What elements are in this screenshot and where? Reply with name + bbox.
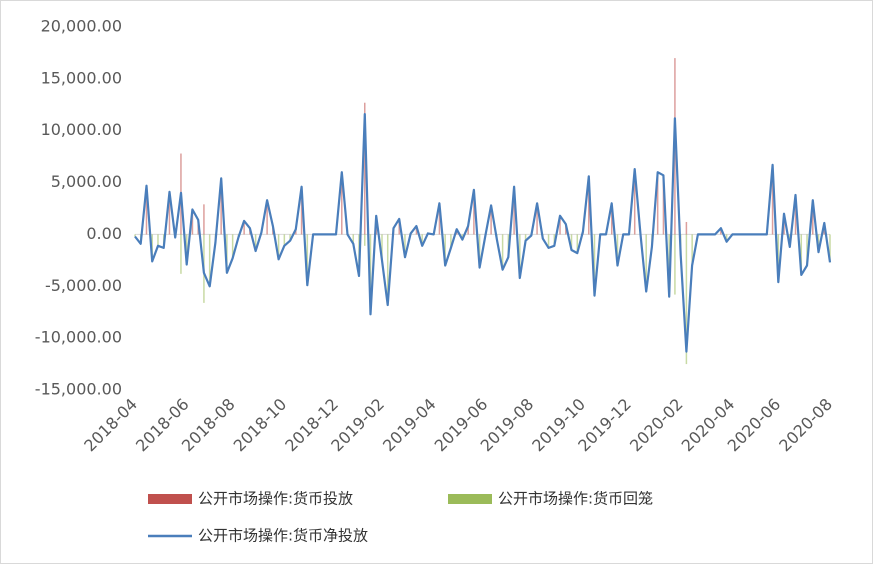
bar [467, 226, 469, 235]
bar [421, 234, 423, 246]
bar [645, 234, 647, 292]
bar [812, 200, 814, 235]
bar [243, 220, 245, 235]
y-tick-label: -10,000.00 [35, 328, 122, 347]
y-tick-label: 5,000.00 [51, 172, 122, 191]
bar [266, 200, 268, 235]
bar [364, 102, 366, 235]
bar [191, 209, 194, 235]
bar [386, 234, 389, 305]
bar [478, 234, 481, 268]
line [134, 113, 832, 353]
bar [450, 234, 452, 248]
legend-label: 公开市场操作:货币投放 [198, 490, 353, 508]
bar [490, 205, 492, 235]
legend-label: 公开市场操作:货币净投放 [198, 527, 368, 545]
bar [501, 234, 504, 270]
bar [616, 234, 619, 266]
bar [794, 195, 797, 235]
bar [519, 234, 521, 278]
bar [404, 234, 406, 258]
bar [438, 203, 441, 235]
bar [306, 234, 309, 286]
bar [369, 234, 372, 315]
bar [295, 229, 297, 235]
bar [576, 234, 579, 254]
bar [588, 176, 590, 235]
y-tick-label: 20,000.00 [41, 17, 122, 36]
bar [685, 221, 688, 235]
bar [771, 164, 774, 235]
bar [283, 234, 286, 246]
bar [593, 234, 596, 296]
bar [444, 234, 446, 266]
bar [656, 172, 659, 235]
bar [364, 234, 366, 246]
bar [547, 234, 550, 248]
bar [565, 224, 567, 235]
bar [473, 189, 475, 235]
bar [610, 203, 613, 235]
bar [145, 185, 148, 235]
bar [559, 215, 561, 235]
bar [415, 226, 418, 235]
bar [254, 234, 257, 252]
bar [381, 234, 383, 261]
bar [208, 234, 211, 287]
bar [203, 204, 205, 235]
y-tick-label: -5,000.00 [45, 276, 122, 295]
bar [341, 172, 343, 235]
bar [806, 234, 808, 266]
bar [277, 234, 280, 260]
bar [180, 234, 182, 274]
bar [691, 234, 693, 266]
bar [800, 234, 803, 275]
bar [633, 169, 636, 235]
legend-label: 公开市场操作:货币回笼 [498, 490, 653, 508]
bar [300, 186, 303, 235]
bar [352, 234, 355, 244]
bar [536, 203, 538, 235]
bar [720, 228, 722, 235]
bar [662, 175, 665, 235]
bar [725, 234, 728, 242]
legend-swatch [448, 494, 492, 504]
bar [231, 234, 234, 259]
bar [134, 234, 136, 237]
bar [226, 234, 228, 273]
bar [289, 234, 291, 241]
bar [570, 234, 573, 250]
bar [685, 234, 688, 365]
bar [185, 234, 188, 265]
bar [829, 234, 831, 263]
bar [524, 234, 527, 241]
y-tick-label: 10,000.00 [41, 120, 122, 139]
bar [220, 178, 222, 235]
bar [157, 234, 159, 246]
bar [398, 218, 400, 235]
y-tick-label: -15,000.00 [35, 380, 122, 399]
y-tick-label: 0.00 [86, 224, 122, 243]
bar [674, 234, 676, 295]
legend-swatch [148, 494, 192, 504]
bar [513, 186, 515, 235]
y-tick-label: 15,000.00 [41, 68, 122, 87]
bar [777, 234, 780, 283]
bar [168, 191, 171, 235]
